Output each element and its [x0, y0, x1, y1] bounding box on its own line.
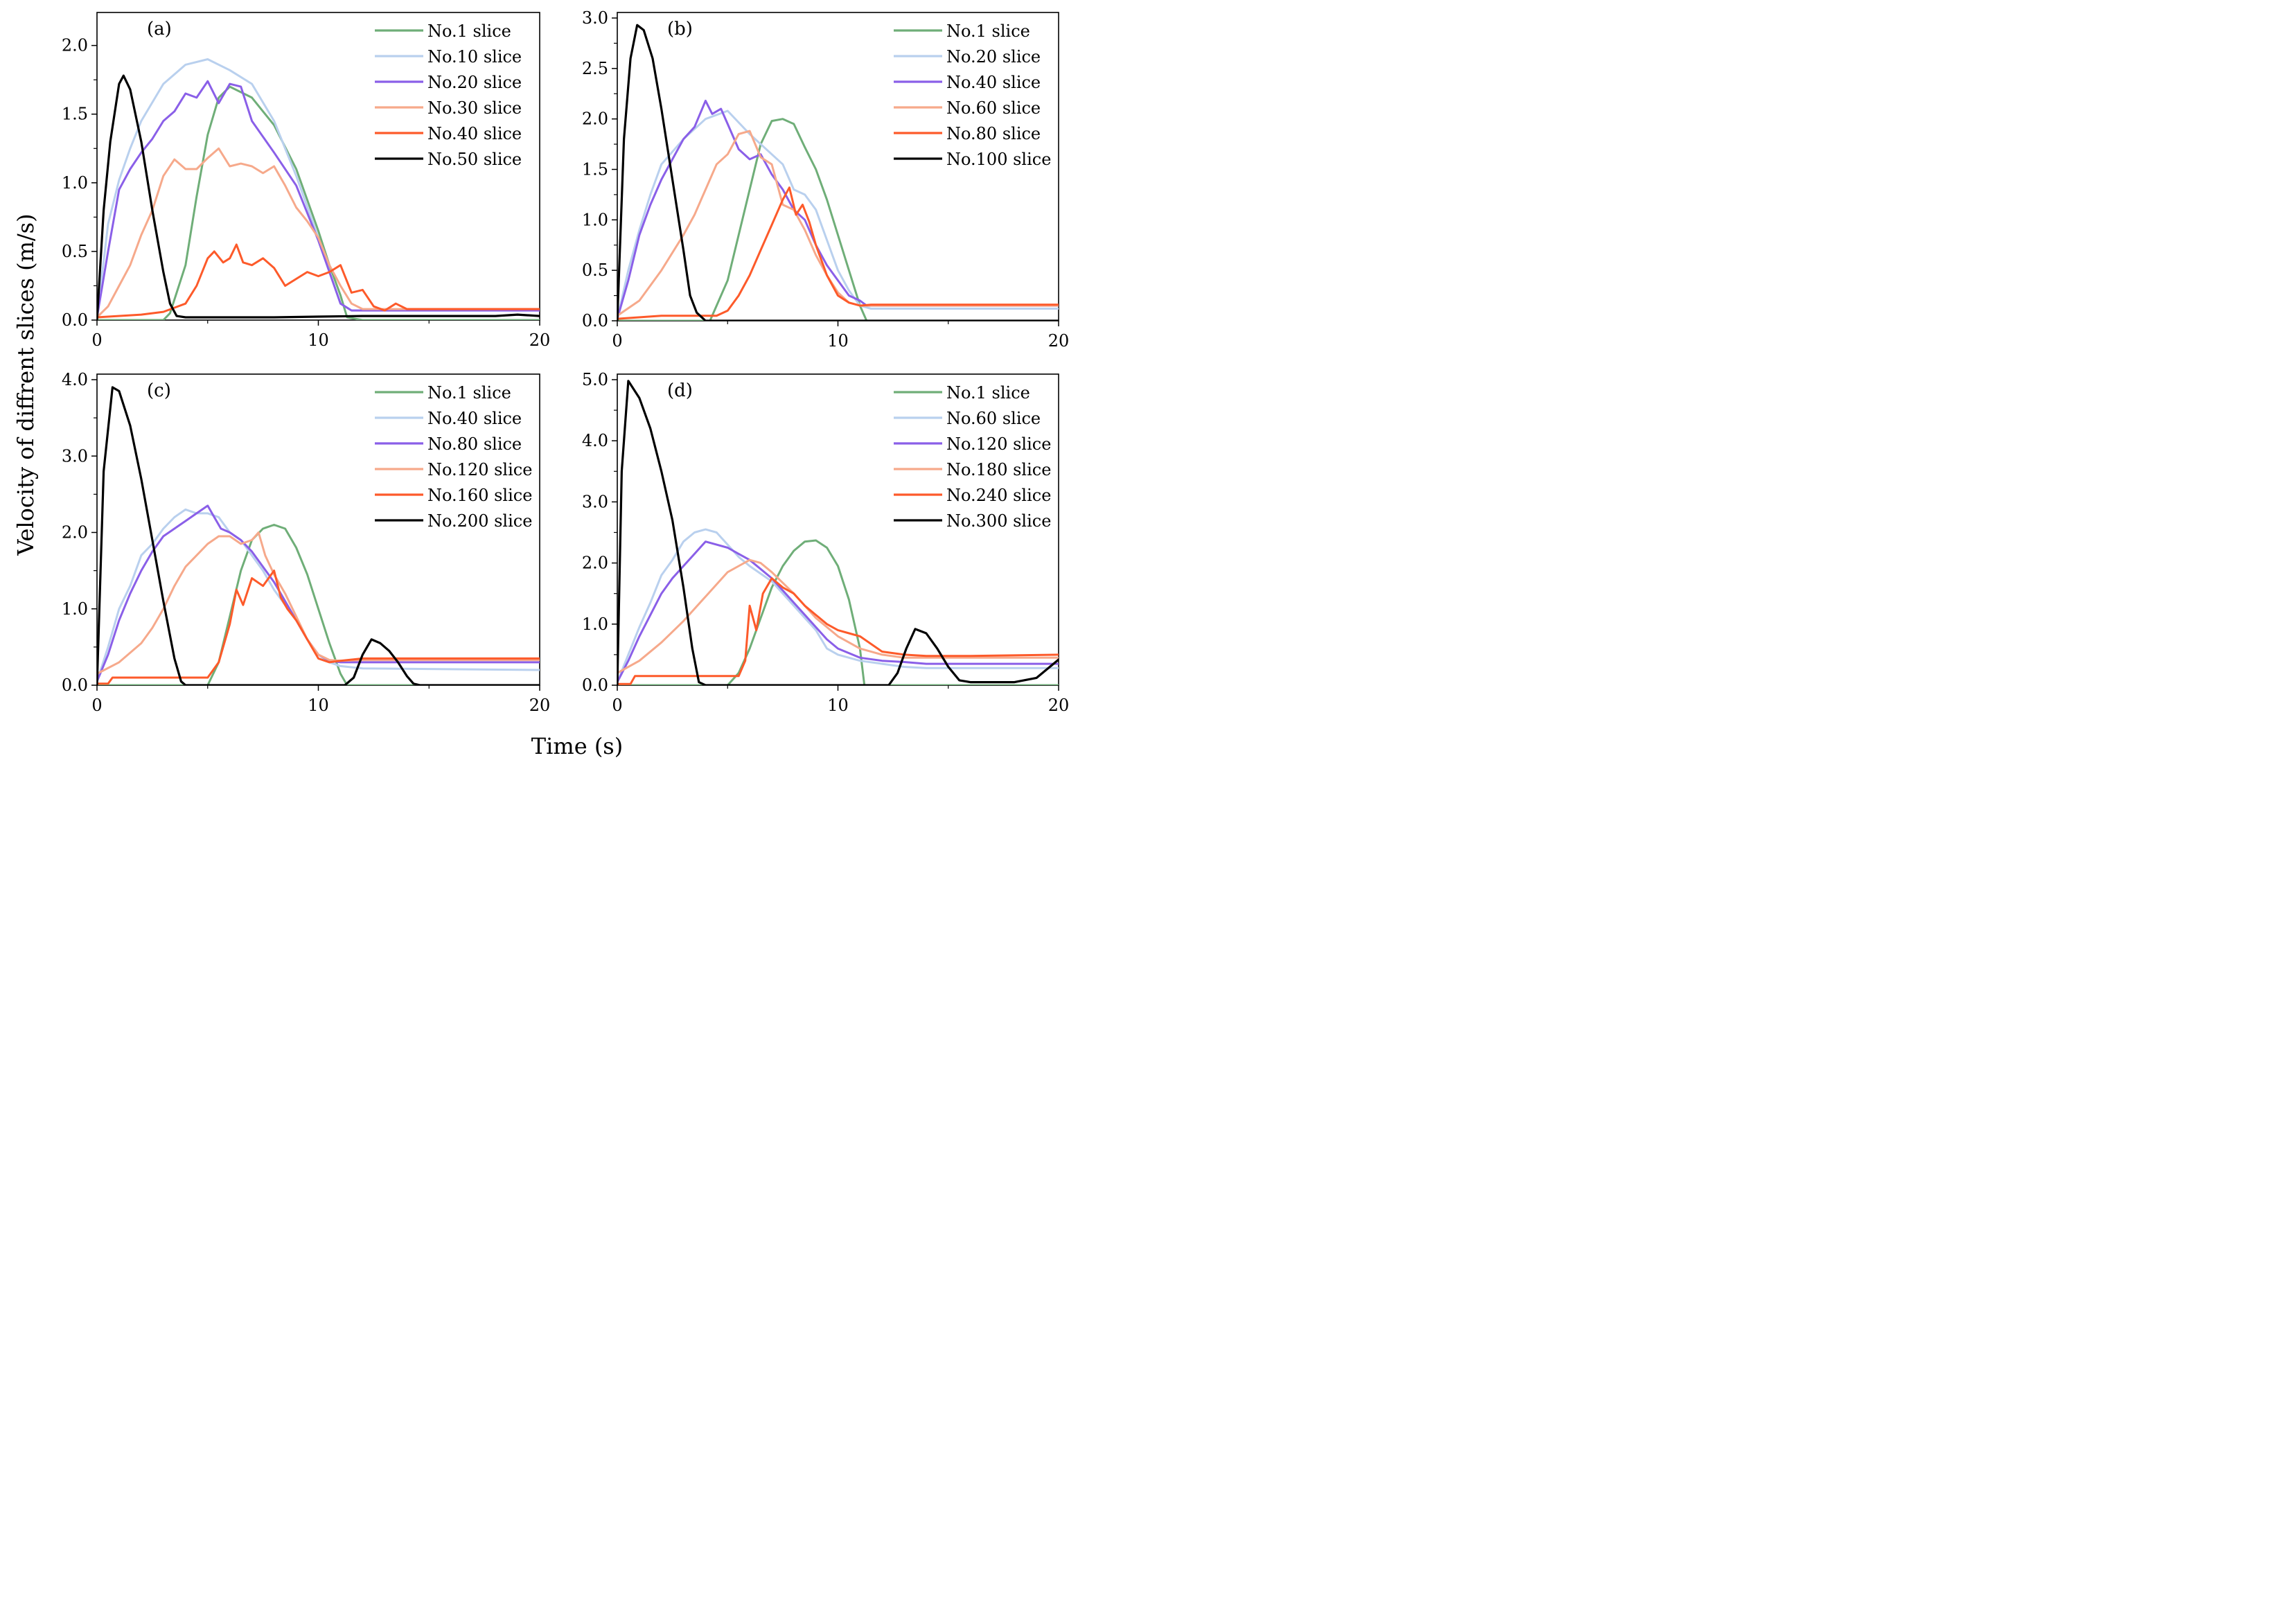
legend-label: No.80 slice: [427, 434, 522, 454]
x-tick-label: 0: [91, 330, 102, 350]
y-tick-label: 2.0: [62, 36, 88, 55]
y-tick-label: 2.0: [582, 554, 608, 573]
y-tick-label: 0.0: [62, 676, 88, 695]
y-tick-label: 1.0: [62, 173, 88, 193]
legend-label: No.200 slice: [427, 511, 532, 531]
series-group: [97, 386, 540, 685]
panel-a: 0 10 20 0.0 0.5 1.0 1.5 2.0 (a) No.1 slice No.10 s…: [62, 12, 550, 350]
series-line-1: [97, 85, 540, 320]
x-tick-label: 0: [612, 331, 622, 351]
panel-b: 0 10 20 0.0 0.5 1.0 1.5 2.0 2.5 3.0 (b) No.1 slice N…: [582, 8, 1069, 351]
legend-label: No.180 slice: [946, 460, 1051, 479]
series-line-4: [97, 531, 540, 675]
legend-label: No.80 slice: [946, 124, 1041, 143]
x-tick-label: 0: [612, 696, 622, 715]
legend-label: No.1 slice: [946, 383, 1030, 403]
series-line-5: [617, 577, 1059, 685]
y-tick-label: 0.0: [582, 676, 608, 695]
series-line-5: [97, 243, 540, 319]
legend-label: No.1 slice: [427, 383, 511, 403]
legend-label: No.300 slice: [946, 511, 1051, 531]
series-group: [97, 58, 540, 320]
series-line-5: [97, 570, 540, 685]
panel-label: (a): [147, 19, 172, 39]
legend-label: No.40 slice: [427, 409, 522, 428]
y-tick-label: 2.5: [582, 59, 608, 78]
panel-c: 0 10 20 0.0 1.0 2.0 3.0 4.0 (c) No.1 slice No.40 s…: [62, 370, 550, 715]
x-tick-label: 20: [529, 696, 551, 715]
x-tick-label: 20: [1048, 696, 1070, 715]
legend-label: No.30 slice: [427, 98, 522, 118]
legend-label: No.20 slice: [946, 47, 1041, 67]
legend-label: No.120 slice: [427, 460, 532, 479]
y-axis-title: Velocity of diffrent slices (m/s): [12, 213, 39, 556]
figure-canvas: 0 10 20 0.0 0.5 1.0 1.5 2.0 (a) No.1 slice No.10 s…: [12, 8, 1069, 759]
y-tick-label: 0.5: [582, 261, 608, 280]
panels: 0 10 20 0.0 0.5 1.0 1.5 2.0 (a) No.1 slice No.10 s…: [62, 8, 1069, 715]
x-tick-label: 0: [91, 696, 102, 715]
series-group: [617, 380, 1059, 685]
series-line-3: [97, 80, 540, 319]
legend-label: No.120 slice: [946, 434, 1051, 454]
series-line-6: [97, 74, 540, 320]
legend-label: No.100 slice: [946, 150, 1051, 169]
legend-label: No.60 slice: [946, 409, 1041, 428]
y-tick-label: 5.0: [582, 370, 608, 389]
legend-label: No.50 slice: [427, 150, 522, 169]
legend-label: No.240 slice: [946, 486, 1051, 505]
legend-label: No.10 slice: [427, 47, 522, 67]
series-line-2: [617, 528, 1059, 684]
legend-label: No.60 slice: [946, 98, 1041, 118]
y-tick-label: 2.0: [62, 523, 88, 542]
y-tick-label: 3.0: [62, 446, 88, 466]
series-line-5: [617, 186, 1059, 320]
panel-label: (d): [667, 380, 693, 401]
series-line-4: [97, 147, 540, 319]
legend-label: No.160 slice: [427, 486, 532, 505]
y-tick-label: 0.5: [62, 242, 88, 261]
y-tick-label: 0.0: [62, 310, 88, 330]
y-tick-label: 3.0: [582, 8, 608, 28]
y-tick-label: 4.0: [62, 370, 88, 389]
series-line-3: [617, 99, 1059, 320]
legend-label: No.1 slice: [427, 21, 511, 41]
panel-d: 0 10 20 0.0 1.0 2.0 3.0 4.0 5.0 (d) No.1 slice No.6…: [582, 370, 1069, 715]
legend-label: No.20 slice: [427, 73, 522, 92]
x-tick-label: 10: [308, 696, 329, 715]
x-tick-label: 10: [827, 696, 849, 715]
x-tick-label: 20: [1048, 331, 1070, 351]
series-line-3: [617, 540, 1059, 684]
series-line-1: [617, 118, 1059, 321]
panel-label: (c): [147, 380, 171, 401]
series-line-6: [97, 386, 540, 685]
y-tick-label: 3.0: [582, 492, 608, 511]
y-tick-label: 4.0: [582, 431, 608, 450]
panel-label: (b): [667, 19, 693, 39]
series-group: [617, 24, 1059, 321]
x-tick-label: 10: [308, 330, 329, 350]
legend-label: No.40 slice: [427, 124, 522, 143]
series-line-6: [617, 380, 1059, 685]
legend-label: No.1 slice: [946, 21, 1030, 41]
legend-label: No.40 slice: [946, 73, 1041, 92]
x-axis-title: Time (s): [531, 733, 623, 759]
y-tick-label: 1.5: [62, 105, 88, 124]
y-tick-label: 1.5: [582, 160, 608, 179]
y-tick-label: 1.0: [582, 210, 608, 229]
series-line-1: [97, 524, 540, 685]
x-tick-label: 10: [827, 331, 849, 351]
series-line-6: [617, 24, 1059, 321]
series-line-2: [617, 109, 1059, 320]
y-tick-label: 0.0: [582, 311, 608, 330]
y-tick-label: 1.0: [62, 599, 88, 619]
x-tick-label: 20: [529, 330, 551, 350]
y-tick-label: 1.0: [582, 615, 608, 634]
y-tick-label: 2.0: [582, 109, 608, 129]
